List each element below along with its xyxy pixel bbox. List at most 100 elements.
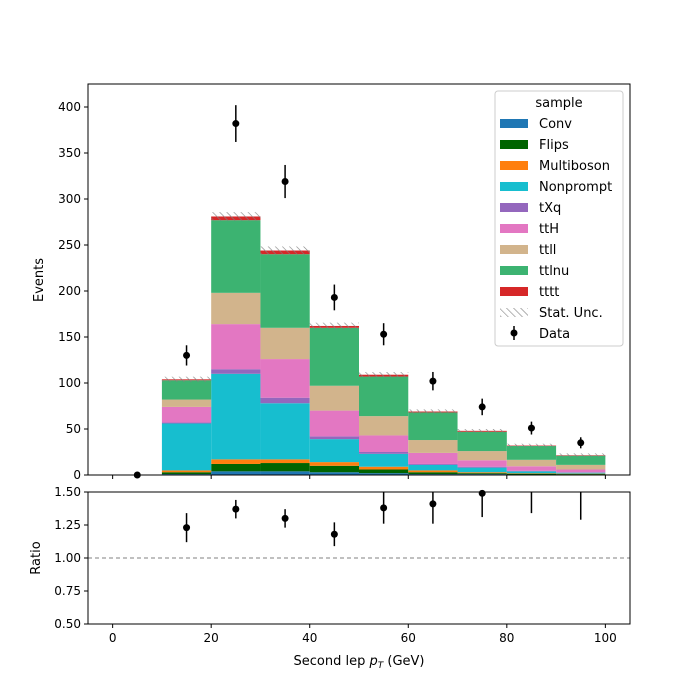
bar-segment	[211, 220, 261, 293]
legend-swatch	[500, 203, 528, 212]
uncertainty-hatch	[556, 453, 606, 458]
y-tick-label: 50	[66, 422, 81, 436]
legend-label: Stat. Unc.	[539, 306, 603, 321]
bar-segment	[211, 459, 261, 464]
ratio-point	[232, 505, 240, 513]
data-point	[380, 330, 388, 338]
ratio-point	[330, 530, 338, 538]
bar-segment	[556, 472, 606, 474]
bar-segment	[408, 470, 458, 473]
bar-segment	[211, 471, 261, 475]
x-tick-label: 0	[109, 631, 117, 645]
legend-title: sample	[535, 96, 582, 111]
ratio-y-tick-label: 0.75	[54, 584, 81, 598]
x-axis-title-subscript: T	[378, 661, 385, 671]
data-point	[232, 120, 240, 128]
ratio-axes-frame	[87, 491, 631, 625]
legend-item-ttll: ttll	[500, 243, 556, 258]
series-flips	[161, 463, 606, 475]
legend-swatch	[500, 245, 528, 254]
x-tick-label: 40	[302, 631, 317, 645]
legend-swatch	[500, 182, 528, 191]
bar-segment	[408, 452, 458, 464]
uncertainty-hatch	[359, 372, 409, 378]
legend: sample Conv Flips Multiboson Nonprompt tXq tt…	[494, 90, 624, 347]
legend-item-data: Data	[510, 326, 570, 342]
bar-segment	[408, 412, 458, 441]
bar-segment	[506, 459, 557, 467]
uncertainty-hatch	[457, 429, 507, 433]
bar-segment	[309, 439, 359, 463]
series-ttll	[161, 292, 606, 470]
bar-segment	[457, 451, 507, 461]
bar-segment	[408, 472, 458, 475]
ratio-y-tick-label: 1.25	[54, 518, 81, 532]
series-tth	[161, 324, 606, 473]
bar-segment	[161, 406, 212, 423]
bar-segment	[408, 464, 458, 471]
legend-item-txq: tXq	[500, 201, 561, 216]
bar-segment	[211, 292, 261, 325]
stat-uncertainty-band	[161, 212, 606, 458]
bar-segment	[359, 416, 409, 436]
main-panel: 0 50 100 150 200 250 300 350 400	[58, 83, 631, 482]
legend-label: Data	[539, 327, 570, 342]
legend-swatch-hatch	[500, 308, 528, 317]
y-tick-label: 0	[73, 468, 81, 482]
x-axis-title: Second lep pT (GeV)	[294, 654, 425, 671]
bar-segment	[260, 471, 310, 475]
legend-item-multiboson: Multiboson	[500, 159, 610, 174]
x-axis-title-symbol: p	[368, 654, 377, 669]
series-txq	[161, 369, 606, 473]
legend-label: ttlnu	[539, 264, 569, 279]
bar-segment	[457, 466, 507, 468]
bar-segment	[309, 465, 359, 473]
bar-segment	[161, 399, 212, 407]
bar-segment	[309, 385, 359, 411]
legend-label: Multiboson	[539, 159, 610, 174]
x-axis-title-unit: (GeV)	[383, 654, 424, 669]
bar-segment	[211, 324, 261, 370]
bar-segment	[457, 472, 507, 474]
legend-label: tXq	[539, 201, 561, 216]
x-tick-label: 100	[594, 631, 617, 645]
legend-label: Nonprompt	[539, 180, 612, 195]
bar-segment	[309, 472, 359, 475]
bar-segment	[309, 462, 359, 466]
bar-segment	[556, 464, 606, 470]
y-tick-label: 250	[58, 238, 81, 252]
y-tick-label: 350	[58, 146, 81, 160]
legend-swatch	[500, 140, 528, 149]
legend-swatch	[500, 161, 528, 170]
bar-segment	[556, 455, 606, 465]
bar-segment	[457, 460, 507, 467]
bar-segment	[359, 453, 409, 467]
legend-item-tttt: tttt	[500, 285, 559, 300]
bar-segment	[161, 472, 212, 475]
data-point	[527, 424, 535, 432]
bar-segment	[556, 469, 606, 473]
bar-segment	[260, 403, 310, 460]
data-point	[183, 351, 191, 359]
legend-data-marker	[510, 329, 518, 337]
legend-swatch	[500, 224, 528, 233]
bar-segment	[359, 469, 409, 474]
ratio-y-tick-label: 1.50	[54, 485, 81, 499]
legend-swatch	[500, 119, 528, 128]
bar-segment	[457, 473, 507, 475]
bar-segment	[408, 463, 458, 465]
ratio-point	[380, 504, 388, 512]
legend-label: ttll	[539, 243, 556, 258]
ratio-y-tick-label: 0.50	[54, 617, 81, 631]
data-points	[133, 105, 585, 479]
bar-segment	[457, 467, 507, 473]
legend-label: Flips	[539, 138, 569, 153]
bar-segment	[506, 471, 557, 474]
legend-item-stat-unc: Stat. Unc.	[500, 306, 603, 321]
bar-segment	[260, 359, 310, 398]
ratio-point	[183, 524, 191, 532]
legend-frame	[494, 90, 624, 347]
uncertainty-hatch	[211, 212, 261, 221]
data-point	[281, 178, 289, 186]
bar-segment	[211, 369, 261, 374]
